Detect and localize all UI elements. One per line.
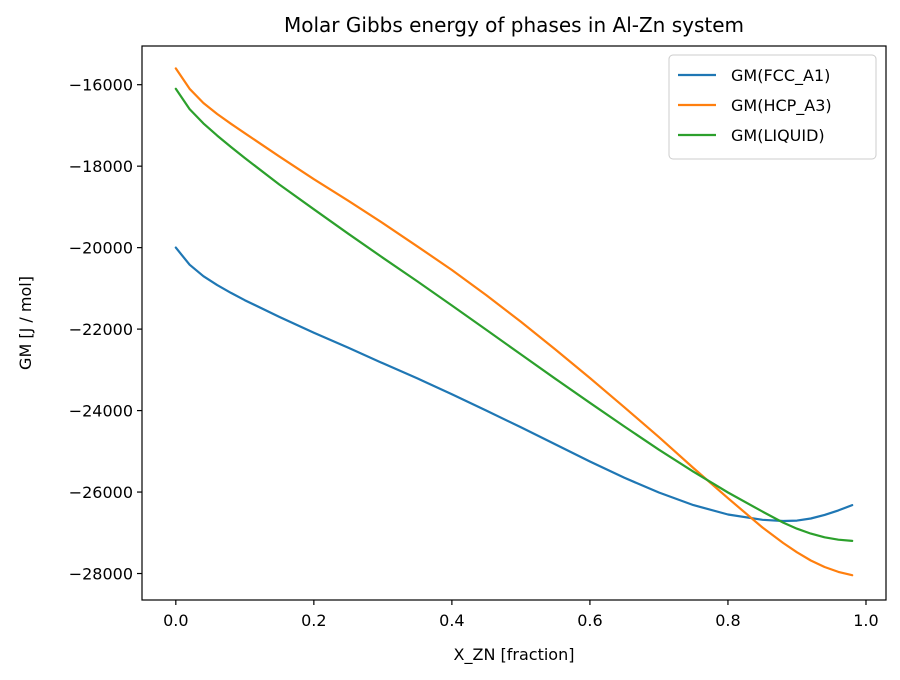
y-axis: −16000 −18000 −20000 −22000 −24000 −26000 −280…: [69, 76, 142, 584]
series-line-2: [174, 87, 854, 543]
y-tick-label: −18000: [69, 157, 133, 176]
plot-area: [174, 67, 854, 577]
x-axis: 0.0 0.2 0.4 0.6 0.8 1.0: [163, 600, 879, 630]
y-tick-label: −24000: [69, 402, 133, 421]
legend-label-1: GM(HCP_A3): [731, 96, 832, 116]
x-tick-label: 0.8: [715, 611, 740, 630]
y-tick-label: −22000: [69, 320, 133, 339]
legend-label-2: GM(LIQUID): [731, 126, 825, 145]
x-tick-label: 1.0: [853, 611, 878, 630]
x-tick-label: 0.0: [163, 611, 188, 630]
y-tick-label: −16000: [69, 76, 133, 95]
axes-frame: [141, 45, 887, 601]
legend-box: [668, 54, 877, 160]
y-tick-label: −26000: [69, 483, 133, 502]
y-axis-label: GM [J / mol]: [16, 276, 35, 370]
y-tick-label: −20000: [69, 239, 133, 258]
legend-label-0: GM(FCC_A1): [731, 66, 830, 86]
series-line-0: [174, 246, 854, 523]
chart-title: Molar Gibbs energy of phases in Al-Zn sy…: [284, 13, 744, 37]
series-line-1: [174, 67, 854, 577]
x-tick-label: 0.4: [439, 611, 464, 630]
x-tick-label: 0.2: [301, 611, 326, 630]
legend: GM(FCC_A1) GM(HCP_A3) GM(LIQUID): [668, 54, 877, 160]
y-tick-label: −28000: [69, 565, 133, 584]
x-tick-label: 0.6: [577, 611, 602, 630]
x-axis-label: X_ZN [fraction]: [454, 645, 575, 665]
